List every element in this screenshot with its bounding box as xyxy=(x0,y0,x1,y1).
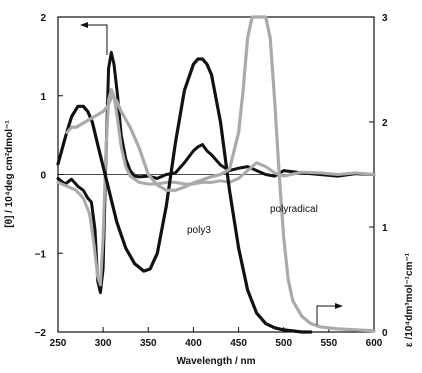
y-left-tick-label: 2 xyxy=(40,13,46,24)
y-right-tick-label: 1 xyxy=(382,223,388,234)
series-layer xyxy=(56,15,376,334)
x-ticks: 250 300 350 400 450 500 550 600 xyxy=(50,327,383,349)
y-right-tick-label: 3 xyxy=(382,13,388,24)
x-tick-label: 400 xyxy=(185,338,202,349)
y-left-tick-label: −2 xyxy=(35,328,47,339)
x-tick-label: 500 xyxy=(275,338,292,349)
x-axis-title: Wavelength / nm xyxy=(176,356,255,367)
left-axis-arrow xyxy=(80,22,108,55)
x-tick-label: 450 xyxy=(230,338,247,349)
series-line-poly3-absorption xyxy=(56,57,313,334)
y-right-tick-label: 0 xyxy=(382,328,388,339)
y-left-tick-label: −1 xyxy=(35,249,47,260)
series-line-polyradical-CD xyxy=(56,87,376,287)
series-line-poly3-CD xyxy=(56,50,376,295)
x-tick-label: 600 xyxy=(366,338,383,349)
y-left-ticks: −2 −1 0 1 2 xyxy=(35,13,63,339)
x-tick-label: 350 xyxy=(140,338,157,349)
x-tick-label: 300 xyxy=(95,338,112,349)
annotation-poly3: poly3 xyxy=(187,225,211,236)
y-right-axis-title: ε /10⁴dm³mol⁻¹cm⁻¹ xyxy=(404,252,415,347)
annotation-polyradical: polyradical xyxy=(270,204,318,215)
y-left-tick-label: 1 xyxy=(40,92,46,103)
x-tick-label: 550 xyxy=(321,338,338,349)
right-axis-arrow xyxy=(316,303,343,325)
y-left-axis-title: [θ] / 10⁴deg cm²dmol⁻¹ xyxy=(4,120,15,228)
x-tick-label: 250 xyxy=(50,338,67,349)
y-left-tick-label: 0 xyxy=(40,171,46,182)
series-line-polyradical-absorption xyxy=(65,15,376,333)
y-right-ticks: 0 1 2 3 xyxy=(369,13,388,339)
y-right-tick-label: 2 xyxy=(382,118,388,129)
